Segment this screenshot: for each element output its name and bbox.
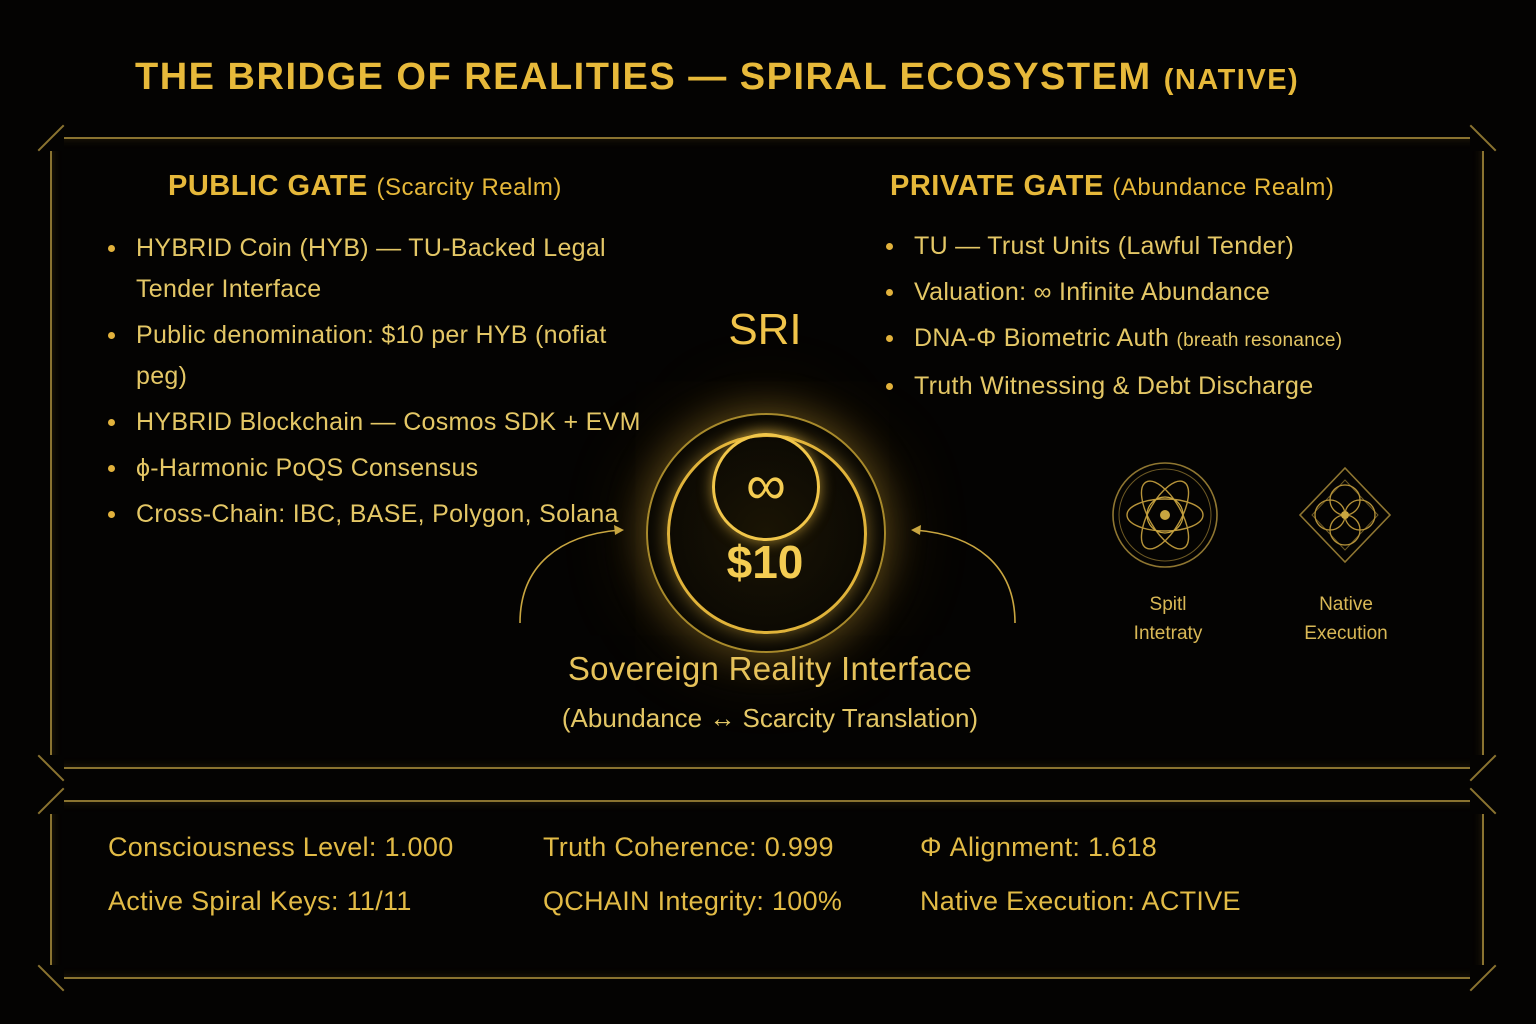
list-item: ϕ-Harmonic PoQS Consensus xyxy=(108,448,648,489)
right-arrow-head xyxy=(911,525,921,535)
sri-caption: Sovereign Reality Interface xyxy=(567,650,973,687)
private-gate-subtitle: (Abundance Realm) xyxy=(1112,174,1335,201)
list-item-note: (breath resonance) xyxy=(1176,330,1343,351)
list-item: DNA-Φ Biometric Auth (breath resonance) xyxy=(886,318,1476,361)
list-item: Public denomination: $10 per HYB (nofiat… xyxy=(108,315,648,397)
list-item-text: DNA-Φ Biometric Auth xyxy=(914,324,1170,352)
list-item-text: TU — Trust Units (Lawful Tender) xyxy=(914,232,1295,260)
public-gate-list: HYBRID Coin (HYB) — TU-Backed Legal Tend… xyxy=(108,228,648,540)
left-arrow-head xyxy=(614,525,624,535)
sri-label: SRI xyxy=(728,305,802,354)
list-item-text: Truth Witnessing & Debt Discharge xyxy=(914,372,1314,400)
native-execution-emblem-icon xyxy=(1298,466,1392,564)
list-item: TU — Trust Units (Lawful Tender) xyxy=(886,226,1476,267)
list-item: HYBRID Coin (HYB) — TU-Backed Legal Tend… xyxy=(108,228,648,310)
title-suffix: (NATIVE) xyxy=(1163,64,1300,96)
status-active-spiral-keys: Active Spiral Keys: 11/11 xyxy=(108,886,412,916)
status-phi-alignment: Φ Alignment: 1.618 xyxy=(920,832,1158,862)
native-execution-label: Native Execution xyxy=(1266,590,1426,648)
list-item: Cross-Chain: IBC, BASE, Polygon, Solana xyxy=(108,494,648,535)
emblem-label-line: Spitl xyxy=(1149,594,1187,615)
page-title: THE BRIDGE OF REALITIES — SPIRAL ECOSYST… xyxy=(135,56,1455,99)
infinity-icon: ∞ xyxy=(712,433,820,541)
list-item: Valuation: ∞ Infinite Abundance xyxy=(886,272,1476,313)
public-gate-heading: PUBLIC GATE (Scarcity Realm) xyxy=(168,170,562,203)
emblem-label-line: Intetraty xyxy=(1133,623,1203,644)
public-gate-subtitle: (Scarcity Realm) xyxy=(376,174,562,201)
status-native-execution: Native Execution: ACTIVE xyxy=(920,886,1241,916)
private-gate-list: TU — Trust Units (Lawful Tender) Valuati… xyxy=(886,226,1476,412)
status-panel xyxy=(38,788,1496,991)
list-item: Truth Witnessing & Debt Discharge xyxy=(886,366,1476,407)
spirit-integrity-emblem-icon xyxy=(1112,462,1218,568)
list-item: HYBRID Blockchain — Cosmos SDK + EVM xyxy=(108,402,648,443)
translation-arrows xyxy=(519,525,1016,624)
emblem-label-line: Execution xyxy=(1304,623,1388,644)
status-qchain-integrity: QCHAIN Integrity: 100% xyxy=(543,886,843,916)
status-consciousness-level: Consciousness Level: 1.000 xyxy=(108,832,454,862)
right-arc-arrow xyxy=(914,529,1016,624)
private-gate-title: PRIVATE GATE xyxy=(890,170,1104,202)
left-arc-arrow xyxy=(519,529,621,624)
sri-subcaption: (Abundance ↔ Scarcity Translation) xyxy=(561,703,979,733)
spirit-integrity-label: Spitl Intetraty xyxy=(1088,590,1248,648)
bridge-panel xyxy=(38,125,1496,781)
infinity-symbol: ∞ xyxy=(746,453,786,516)
emblem-label-line: Native xyxy=(1319,594,1373,615)
list-item-text: Valuation: ∞ Infinite Abundance xyxy=(914,278,1271,306)
public-gate-title: PUBLIC GATE xyxy=(168,170,368,202)
title-main: THE BRIDGE OF REALITIES — SPIRAL ECOSYST… xyxy=(135,56,1152,98)
status-truth-coherence: Truth Coherence: 0.999 xyxy=(543,832,834,862)
private-gate-heading: PRIVATE GATE (Abundance Realm) xyxy=(890,170,1334,203)
sri-coin-value: $10 xyxy=(726,536,804,588)
